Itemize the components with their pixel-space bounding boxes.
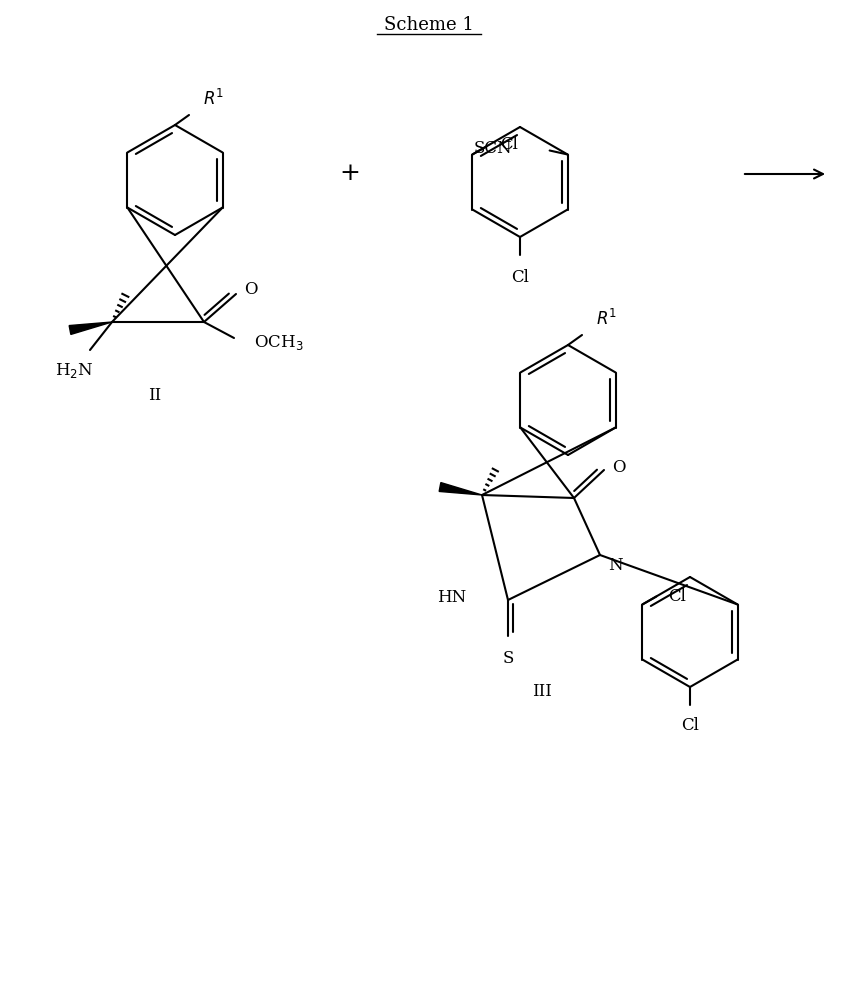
Text: $R^1$: $R^1$ bbox=[203, 89, 224, 109]
Text: HN: HN bbox=[437, 589, 466, 607]
Text: O: O bbox=[244, 281, 257, 299]
Polygon shape bbox=[69, 322, 112, 335]
Text: Cl: Cl bbox=[668, 588, 686, 605]
Text: S: S bbox=[502, 650, 514, 667]
Text: H$_2$N: H$_2$N bbox=[55, 360, 94, 379]
Polygon shape bbox=[439, 482, 482, 495]
Text: $R^1$: $R^1$ bbox=[596, 309, 617, 329]
Text: II: II bbox=[148, 386, 161, 404]
Text: Cl: Cl bbox=[500, 136, 518, 153]
Text: +: + bbox=[340, 162, 360, 185]
Text: Cl: Cl bbox=[511, 269, 529, 286]
Text: SCN: SCN bbox=[474, 140, 512, 157]
Text: Scheme 1: Scheme 1 bbox=[384, 16, 474, 34]
Text: III: III bbox=[532, 683, 552, 701]
Text: N: N bbox=[608, 557, 623, 574]
Text: OCH$_3$: OCH$_3$ bbox=[254, 333, 304, 351]
Text: Cl: Cl bbox=[681, 717, 699, 734]
Text: O: O bbox=[612, 459, 625, 476]
